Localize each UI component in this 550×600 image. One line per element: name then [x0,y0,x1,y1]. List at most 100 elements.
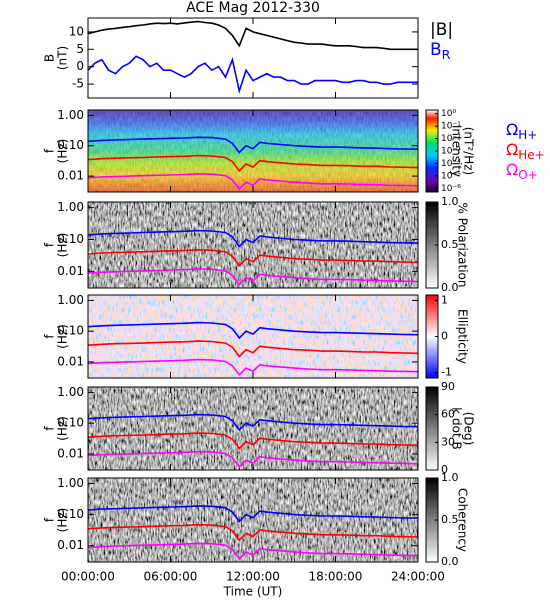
cyclotron-line [87,268,419,286]
y-tick-label: 1.00 [57,108,84,122]
y-tick-label: 0.10 [57,232,84,246]
x-tick-label: 24:00:00 [391,570,445,584]
y-axis-label: B [43,54,57,62]
y-tick-label: 0.01 [57,446,84,460]
colorbar-tick-label: 30 [441,435,455,448]
colorbar [425,386,439,471]
legend-symbol: |B| [430,20,453,40]
colorbar-tick-label: 10⁻⁴ [441,159,461,169]
colorbar-tick-label: 10⁻⁶ [441,184,461,194]
spectrogram-image [88,295,418,378]
legend-symbol: Ω [506,140,518,159]
legend-subscript: O+ [518,168,538,182]
cyclotron-line [87,523,419,542]
data-line [87,20,418,51]
colorbar-label: k dot B [450,407,464,449]
legend-subscript: R [442,48,451,63]
cyclotron-line [87,154,419,173]
legend-symbol: Ω [506,120,518,139]
y-tick-label: 0.10 [57,416,84,430]
colorbar-label: Coherency [456,488,470,552]
colorbar-tick-label: 10⁻³ [441,147,461,157]
y-axis-label: f [43,148,57,153]
colorbar-label: % Polarization [456,203,470,288]
x-tick-label: 18:00:00 [309,570,363,584]
y-tick-label: -5 [72,77,84,91]
colorbar-tick-label: 0 [441,463,448,476]
colorbar-tick-label: 60 [441,408,455,421]
spectrogram-image [88,202,418,288]
spectrogram-texture [88,110,418,192]
colorbar-tick-label: 0.0 [441,555,459,568]
y-axis-label: (Hz) [56,416,70,441]
y-tick-label: 5 [76,42,84,56]
colorbar-label: Intensity [450,125,464,177]
y-tick-label: 1.00 [57,476,84,490]
plot-frame [87,17,419,99]
cyclotron-line [87,450,419,469]
y-tick-label: 0.01 [57,264,84,278]
colorbar-tick-label: 0 [441,330,448,343]
legend-entry: BR [430,40,451,63]
spectrogram-image [88,478,418,562]
x-axis-label: Time (UT) [223,585,283,599]
cyclotron-line [87,136,419,154]
x-tick-label: 06:00:00 [144,570,198,584]
colorbar-tick-label: 10⁻⁵ [441,171,461,181]
legend-subscript: He+ [518,148,544,162]
cyclotron-line [87,340,419,358]
legend-entry: ΩH+ [506,120,537,142]
x-tick-label: 00:00:00 [61,570,115,584]
colorbar-tick-label: 1.0 [441,195,459,208]
colorbar-tick-label: 90 [441,380,455,393]
y-tick-label: 0.10 [57,507,84,521]
chart-title: ACE Mag 2012-330 [186,0,320,16]
y-tick-label: 0 [76,59,84,73]
colorbar-tick-label: 0.0 [441,281,459,294]
colorbar-tick-label: 0.5 [441,238,459,251]
y-tick-label: 0.01 [57,354,84,368]
y-tick-label: 0.01 [57,538,84,552]
y-axis-label: f [43,242,57,247]
cyclotron-line [87,172,419,191]
colorbar-label: (Deg) [462,412,476,446]
colorbar-label: Ellipticity [456,309,470,364]
y-axis-label: (nT) [56,46,70,70]
y-tick-label: 0.01 [57,169,84,183]
y-axis-label: (Hz) [56,508,70,533]
legend-symbol: Ω [506,160,518,179]
legend-entry: ΩO+ [506,160,538,182]
y-tick-label: 1.00 [57,200,84,214]
spectrogram-image [88,387,418,470]
cyclotron-line [87,358,419,377]
cyclotron-line [87,321,419,340]
colorbar-label: (nT²/Hz) [462,127,476,175]
cyclotron-line [87,542,419,561]
y-tick-label: 0.10 [57,324,84,338]
colorbar-tick-label: 10⁻¹ [441,122,461,132]
colorbar-tick-label: 0.5 [441,513,459,526]
y-tick-label: 1.00 [57,385,84,399]
y-axis-label: f [43,426,57,431]
cyclotron-line [87,413,419,432]
colorbar-tick-label: -1 [441,366,452,379]
cyclotron-line [87,229,419,248]
y-tick-label: 1.00 [57,293,84,307]
y-tick-label: 10 [69,24,84,38]
legend-entry: |B| [430,20,453,40]
y-axis-label: (Hz) [56,139,70,164]
y-tick-label: 0.10 [57,138,84,152]
legend-symbol: B [430,40,442,60]
cyclotron-line [87,432,419,450]
legend-entry: ΩHe+ [506,140,545,162]
colorbar-tick-label: 10⁻² [441,134,461,144]
y-axis-label: f [43,334,57,339]
data-line [87,55,418,95]
cyclotron-line [87,505,419,523]
y-axis-label: (Hz) [56,233,70,258]
colorbar-tick-label: 10⁰ [441,109,456,119]
cyclotron-line [87,248,419,267]
colorbar-tick-label: 1.0 [441,471,459,484]
y-axis-label: (Hz) [56,324,70,349]
